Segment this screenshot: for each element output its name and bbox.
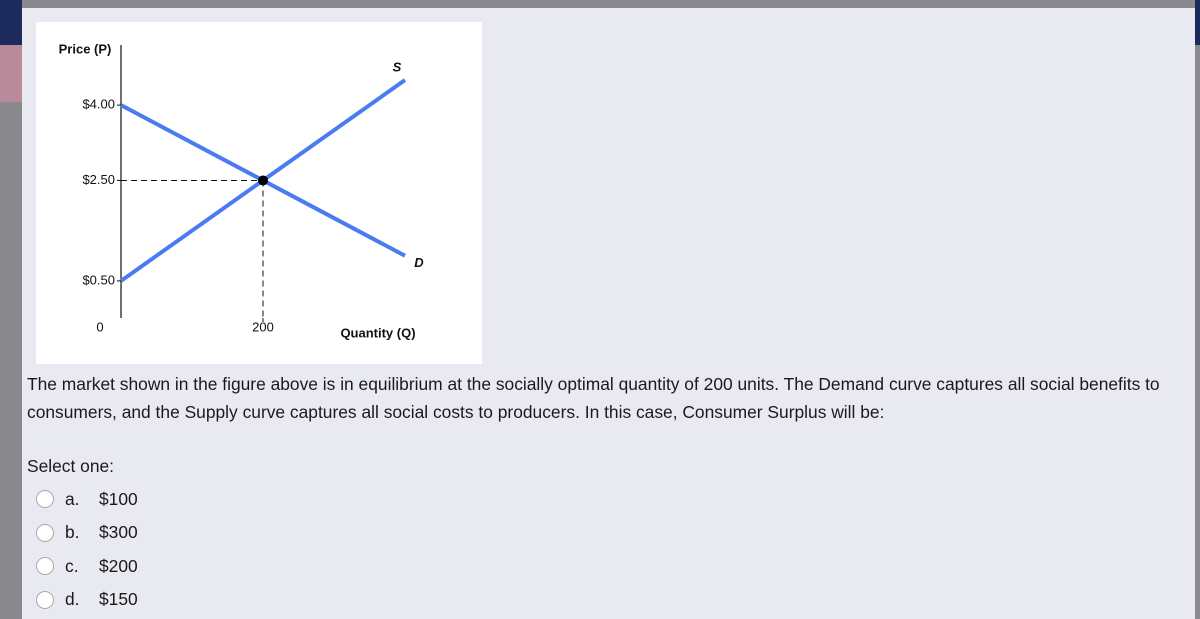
curve-label: D (414, 255, 424, 270)
option[interactable]: c. $200 (36, 553, 138, 579)
y-axis-label: Price (P) (59, 41, 112, 56)
y-tick-label: $0.50 (82, 272, 115, 287)
radio-button[interactable] (36, 523, 54, 542)
option-text: $300 (99, 522, 138, 542)
x-axis-label: Quantity (Q) (340, 325, 415, 340)
option-letter: a. (65, 488, 80, 509)
chart: Price (P) Quantity (Q) $4.00 $2.50 $0.50 0 2… (36, 22, 482, 364)
header-bar (0, 0, 22, 45)
option-letter: b. (65, 522, 80, 542)
option-text: $100 (99, 488, 138, 509)
side-stripe (0, 45, 22, 102)
x-tick-label: 0 (96, 319, 103, 334)
option[interactable]: d. $150 (36, 587, 138, 613)
x-tick-label: 200 (252, 319, 274, 334)
option-letter: c. (65, 555, 79, 576)
radio-button[interactable] (36, 590, 54, 609)
question-text: The market shown in the figure above is … (27, 374, 1160, 422)
option-text: $150 (99, 589, 138, 609)
radio-button[interactable] (36, 490, 54, 508)
curve-label: S (393, 59, 402, 74)
chart-background (36, 22, 482, 364)
select-prompt: Select one: (27, 456, 115, 476)
option-letter: d. (65, 589, 80, 609)
radio-button[interactable] (36, 557, 54, 575)
y-tick-label: $2.50 (82, 172, 115, 187)
option-text: $200 (99, 555, 138, 576)
y-tick-label: $4.00 (82, 97, 115, 112)
header-bar (1195, 0, 1200, 45)
option[interactable]: b. $300 (36, 520, 138, 546)
option[interactable]: a. $100 (36, 486, 138, 512)
equilibrium-point (258, 175, 268, 186)
